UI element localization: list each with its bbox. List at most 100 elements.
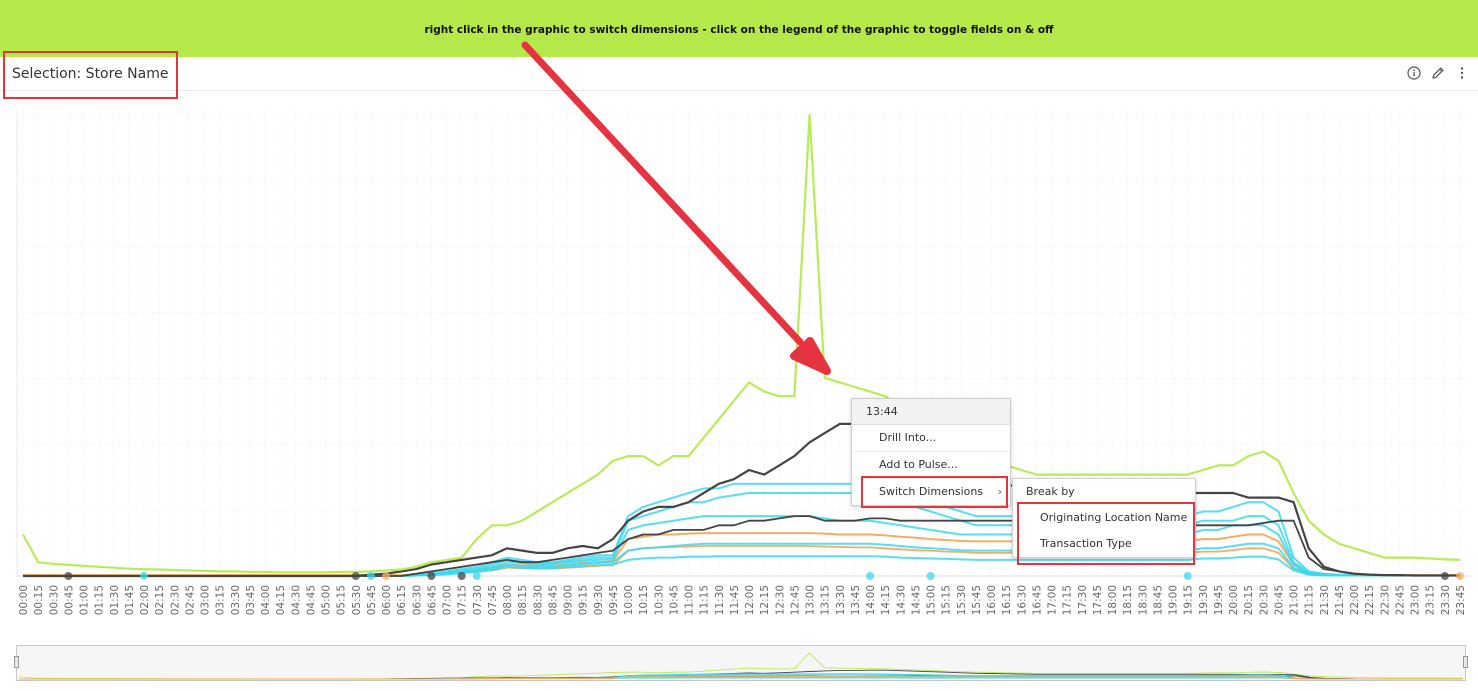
series-marker: [866, 572, 875, 580]
x-tick-label: 04:15: [275, 585, 287, 615]
x-tick-label: 20:30: [1258, 585, 1270, 615]
x-tick-label: 14:45: [911, 585, 923, 615]
x-tick-label: 13:30: [835, 585, 847, 615]
x-tick-label: 06:45: [426, 585, 438, 615]
series-marker: [457, 572, 466, 580]
x-tick-label: 04:30: [290, 585, 302, 615]
x-tick-label: 00:15: [33, 585, 45, 615]
x-tick-label: 04:45: [305, 585, 317, 615]
submenu-item-originating-location-name[interactable]: Originating Location Name: [1040, 511, 1188, 524]
x-tick-label: 16:00: [986, 585, 998, 615]
series-marker: [140, 572, 149, 580]
range-navigator[interactable]: [16, 645, 1466, 681]
series-marker: [427, 572, 436, 580]
x-tick-label: 03:00: [200, 585, 212, 615]
series-marker: [472, 572, 481, 580]
x-tick-label: 03:15: [215, 585, 227, 615]
x-tick-label: 22:45: [1395, 585, 1407, 615]
series-marker: [382, 572, 391, 580]
series-line-3: [23, 482, 1460, 577]
series-marker: [1440, 572, 1449, 580]
x-tick-label: 23:00: [1410, 585, 1422, 615]
x-tick-label: 07:00: [442, 585, 454, 615]
series-marker: [366, 572, 375, 580]
x-tick-label: 03:45: [245, 585, 257, 615]
x-tick-label: 06:15: [396, 585, 408, 615]
x-tick-label: 02:00: [139, 585, 151, 615]
context-menu: 13:44 Drill Into... Add to Pulse... Swit…: [851, 398, 1011, 506]
x-tick-label: 02:30: [169, 585, 181, 615]
navigator-series-9: [19, 676, 1463, 680]
x-tick-label: 17:30: [1077, 585, 1089, 615]
x-tick-label: 09:15: [578, 585, 590, 615]
x-tick-label: 07:15: [457, 585, 469, 615]
break-by-submenu: Break by Originating Location Name Trans…: [1012, 478, 1196, 558]
context-menu-header: 13:44: [852, 399, 1010, 425]
x-tick-label: 14:00: [865, 585, 877, 615]
navigator-right-handle[interactable]: [1463, 656, 1468, 668]
x-tick-label: 12:00: [744, 585, 756, 615]
x-tick-label: 06:30: [411, 585, 423, 615]
x-tick-label: 19:15: [1183, 585, 1195, 615]
x-tick-label: 21:00: [1289, 585, 1301, 615]
x-tick-label: 14:15: [880, 585, 892, 615]
x-tick-label: 01:15: [94, 585, 106, 615]
x-tick-label: 01:00: [79, 585, 91, 615]
x-tick-label: 17:15: [1062, 585, 1074, 615]
x-tick-label: 00:00: [18, 585, 30, 615]
x-tick-label: 13:15: [820, 585, 832, 615]
x-tick-label: 19:00: [1168, 585, 1180, 615]
chevron-right-icon: ›: [997, 485, 1002, 498]
x-tick-label: 16:30: [1016, 585, 1028, 615]
widget-toolbar: [1406, 65, 1470, 81]
x-tick-label: 03:30: [230, 585, 242, 615]
series-line-7: [23, 555, 1460, 577]
series-line-8: [23, 532, 1460, 577]
series-marker: [926, 572, 935, 580]
x-tick-label: 13:00: [805, 585, 817, 615]
x-tick-label: 08:15: [517, 585, 529, 615]
menu-item-switch-dimensions[interactable]: Switch Dimensions ›: [852, 479, 1010, 505]
menu-item-drill-into[interactable]: Drill Into...: [852, 425, 1010, 452]
line-chart[interactable]: 00:00 00:15 00:30 00:45 01:00 01:15 01:30 01:45…: [0, 90, 1478, 645]
x-tick-label: 05:45: [366, 585, 378, 615]
x-tick-label: 02:45: [184, 585, 196, 615]
kebab-menu-icon[interactable]: [1454, 65, 1470, 81]
x-tick-label: 18:45: [1153, 585, 1165, 615]
menu-item-switch-dimensions-label: Switch Dimensions: [879, 485, 984, 498]
x-tick-label: 17:00: [1047, 585, 1059, 615]
x-tick-label: 06:00: [381, 585, 393, 615]
menu-item-add-to-pulse[interactable]: Add to Pulse...: [852, 452, 1010, 479]
navigator-left-handle[interactable]: [14, 656, 19, 668]
x-tick-label: 21:15: [1304, 585, 1316, 615]
x-axis-labels: 00:00 00:15 00:30 00:45 01:00 01:15 01:30 01:45…: [18, 585, 1467, 615]
x-tick-label: 23:15: [1425, 585, 1437, 615]
x-tick-label: 17:45: [1092, 585, 1104, 615]
banner-text: right click in the graphic to switch dim…: [424, 23, 1054, 36]
series-line-1: [23, 418, 1460, 578]
x-tick-label: 10:15: [638, 585, 650, 615]
submenu-item-transaction-type[interactable]: Transaction Type: [1040, 537, 1132, 550]
x-tick-label: 20:45: [1274, 585, 1286, 615]
series-line-0: [22, 113, 1461, 574]
instruction-banner: right click in the graphic to switch dim…: [0, 0, 1478, 57]
x-tick-label: 10:45: [668, 585, 680, 615]
x-tick-label: 10:30: [653, 585, 665, 615]
submenu-header: Break by: [1026, 485, 1075, 498]
pencil-icon[interactable]: [1430, 65, 1446, 81]
x-tick-label: 01:30: [109, 585, 121, 615]
x-tick-label: 19:30: [1198, 585, 1210, 615]
x-tick-label: 11:15: [699, 585, 711, 615]
x-tick-label: 22:15: [1364, 585, 1376, 615]
info-icon[interactable]: [1406, 65, 1422, 81]
x-tick-label: 15:45: [971, 585, 983, 615]
widget-title: Selection: Store Name: [12, 66, 169, 82]
x-tick-label: 11:00: [684, 585, 696, 615]
x-tick-label: 23:45: [1455, 585, 1467, 615]
x-tick-label: 18:15: [1122, 585, 1134, 615]
x-tick-label: 20:00: [1228, 585, 1240, 615]
x-tick-label: 15:00: [926, 585, 938, 615]
chart-series: [22, 113, 1461, 578]
chart-markers: [64, 572, 1464, 580]
chart-grid: [16, 110, 1470, 577]
